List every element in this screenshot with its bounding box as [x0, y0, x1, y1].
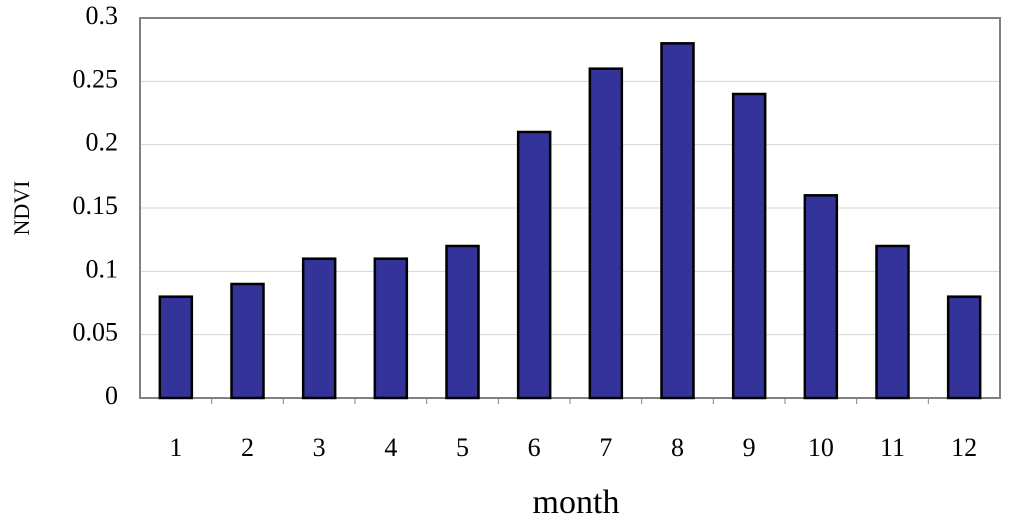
x-tick-label: 1 — [169, 433, 182, 462]
bar — [875, 244, 910, 400]
y-tick-label: 0.15 — [73, 191, 119, 220]
y-tick-label: 0.25 — [73, 64, 119, 93]
x-tick-label: 7 — [599, 433, 612, 462]
y-tick-label: 0.2 — [86, 128, 119, 157]
bar — [731, 92, 767, 400]
x-tick-label: 3 — [313, 433, 326, 462]
bar — [588, 67, 624, 400]
y-tick-label: 0.1 — [86, 254, 119, 283]
x-tick-label: 2 — [241, 433, 254, 462]
x-axis-label: month — [533, 484, 620, 521]
y-tick-label: 0.3 — [86, 1, 119, 30]
bar — [660, 42, 695, 400]
bar — [301, 257, 337, 400]
x-tick-label: 8 — [671, 433, 684, 462]
bar — [803, 194, 839, 400]
bar — [230, 282, 265, 400]
x-tick-label: 9 — [743, 433, 756, 462]
x-tick-label: 4 — [384, 433, 397, 462]
x-tick-label: 11 — [880, 433, 905, 462]
x-tick-label: 6 — [528, 433, 541, 462]
y-axis-label: NDVI — [9, 181, 34, 236]
bar — [158, 295, 194, 400]
y-tick-label: 0.05 — [73, 318, 119, 347]
x-tick-label: 5 — [456, 433, 469, 462]
x-tick-label: 10 — [808, 433, 834, 462]
bar — [516, 130, 552, 400]
y-tick-label: 0 — [105, 381, 118, 410]
bar — [445, 244, 480, 400]
bar — [373, 257, 409, 400]
bar — [946, 295, 982, 400]
x-tick-label: 12 — [951, 433, 977, 462]
